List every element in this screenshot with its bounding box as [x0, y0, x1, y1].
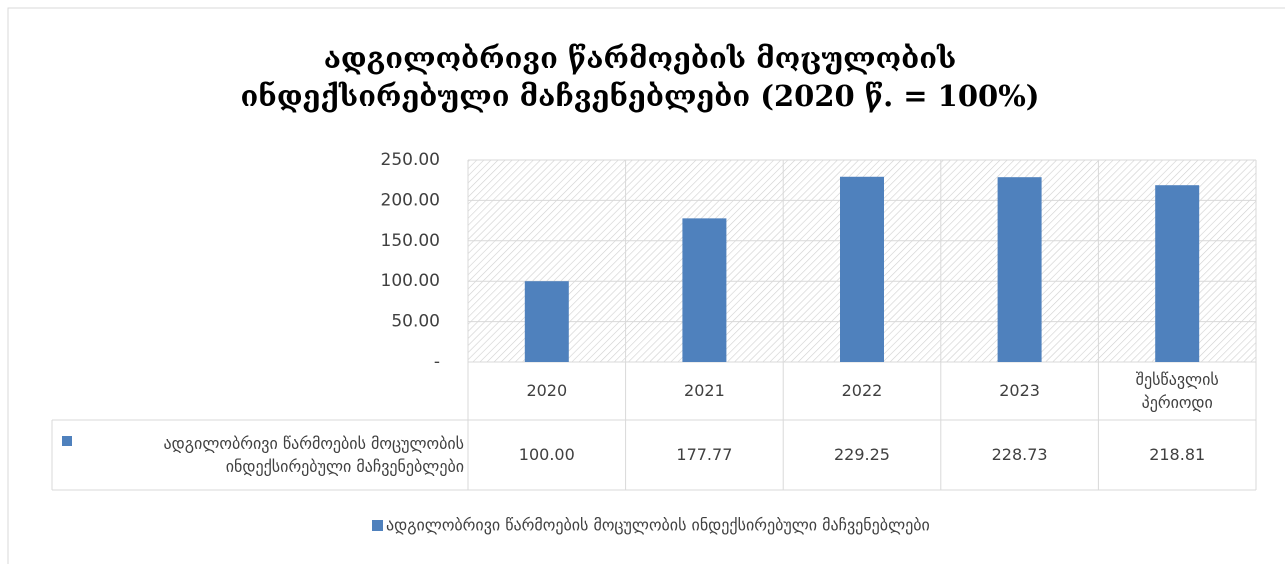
data-table-value: 228.73 — [941, 420, 1099, 490]
chart-title: ადგილობრივი წარმოების მოცულობის ინდექსირ… — [240, 41, 1040, 113]
legend-label: ადგილობრივი წარმოების მოცულობის ინდექსირ… — [386, 516, 930, 535]
y-tick-label: 200.00 — [381, 190, 440, 210]
x-tick-label-text: 2020 — [526, 381, 568, 401]
table-row-header: ადგილობრივი წარმოების მოცულობის ინდექსირ… — [54, 420, 464, 490]
x-tick-label: 2020 — [478, 362, 616, 420]
x-tick-label-text: 2022 — [841, 381, 883, 401]
data-table-value-text: 228.73 — [991, 445, 1048, 465]
data-table-value: 177.77 — [626, 420, 784, 490]
x-tick-label-box: 2020 — [478, 362, 616, 420]
table-row-header-box: ადგილობრივი წარმოების მოცულობის ინდექსირ… — [54, 420, 464, 490]
y-tick-label: 100.00 — [381, 271, 440, 291]
x-tick-label-box: 2023 — [951, 362, 1089, 420]
x-tick-label-box: შესწავლის პერიოდი — [1108, 362, 1246, 420]
chart-frame — [7, 7, 1285, 568]
bar — [682, 218, 727, 362]
bar — [524, 281, 569, 362]
data-table-value: 100.00 — [468, 420, 626, 490]
data-table-value-text: 100.00 — [518, 445, 575, 465]
data-table-value-box: 100.00 — [468, 420, 626, 490]
x-tick-label-box: 2021 — [636, 362, 774, 420]
title-box: ადგილობრივი წარმოების მოცულობის ინდექსირ… — [240, 41, 1040, 113]
x-tick-label: შესწავლის პერიოდი — [1108, 362, 1246, 420]
data-table-value-box: 177.77 — [626, 420, 784, 490]
bar — [997, 177, 1042, 362]
table-row-header-text: ადგილობრივი წარმოების მოცულობის ინდექსირ… — [163, 433, 464, 476]
data-table-value: 229.25 — [783, 420, 941, 490]
legend-key — [372, 520, 383, 531]
x-tick-label: 2022 — [793, 362, 931, 420]
legend-key — [62, 436, 72, 446]
data-table-value-box: 218.81 — [1098, 420, 1256, 490]
bar — [840, 176, 884, 362]
data-table-value-text: 229.25 — [833, 445, 890, 465]
bar — [1155, 185, 1200, 362]
data-table-value-box: 228.73 — [941, 420, 1099, 490]
x-tick-label: 2023 — [951, 362, 1089, 420]
x-tick-label-text: 2023 — [999, 381, 1040, 401]
y-tick-label: 250.00 — [381, 150, 440, 170]
x-tick-label: 2021 — [636, 362, 774, 420]
data-table-value-text: 218.81 — [1149, 445, 1206, 465]
data-table-value: 218.81 — [1098, 420, 1256, 490]
data-table-value-box: 229.25 — [783, 420, 941, 490]
x-tick-label-box: 2022 — [793, 362, 931, 420]
data-table-value-text: 177.77 — [676, 445, 733, 465]
x-tick-label-text: შესწავლის პერიოდი — [1135, 369, 1219, 412]
y-tick-label: - — [434, 352, 440, 372]
x-tick-label-text: 2021 — [684, 381, 725, 401]
y-tick-label: 150.00 — [381, 231, 440, 251]
y-tick-label: 50.00 — [391, 312, 440, 332]
